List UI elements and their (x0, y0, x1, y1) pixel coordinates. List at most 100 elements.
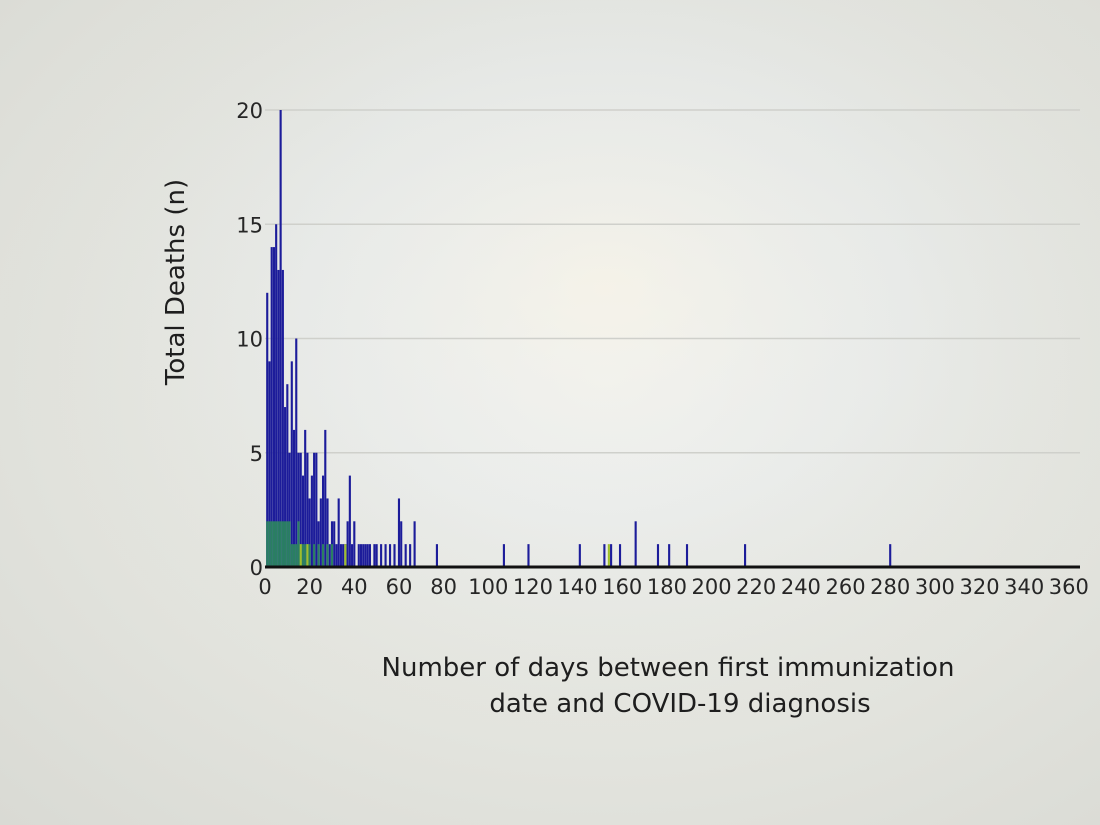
bar (344, 544, 347, 567)
bar (270, 247, 273, 567)
x-tick-label: 40 (341, 575, 368, 599)
x-tick-label: 180 (647, 575, 687, 599)
x-tick-label: 160 (602, 575, 642, 599)
bar (310, 475, 313, 567)
bar (889, 544, 892, 567)
bar (288, 521, 291, 567)
x-tick-label: 120 (513, 575, 553, 599)
y-axis-label: Total Deaths (n) (161, 179, 191, 386)
bar (284, 407, 287, 567)
bar (299, 544, 302, 567)
bar (290, 544, 293, 567)
bar (607, 544, 610, 567)
bar (368, 544, 372, 567)
bar (292, 544, 296, 567)
x-tick-label: 140 (558, 575, 598, 599)
bar (364, 544, 367, 567)
bar (685, 544, 689, 567)
y-tick-label: 0 (250, 556, 263, 580)
bar (321, 475, 325, 567)
bar (380, 544, 383, 567)
bar (618, 544, 622, 567)
bar (348, 475, 351, 567)
bar (330, 544, 334, 567)
bar (388, 544, 392, 567)
bar (297, 521, 300, 567)
bar (279, 521, 282, 567)
bar (301, 475, 305, 567)
bar (277, 269, 280, 567)
bar (272, 521, 275, 567)
bar (634, 521, 637, 567)
bar (268, 361, 271, 567)
bar (668, 544, 671, 567)
bar (299, 452, 302, 567)
bar (270, 521, 273, 567)
bar (304, 544, 307, 567)
x-tick-label: 340 (1004, 575, 1044, 599)
bar (268, 521, 271, 567)
bar (656, 544, 660, 567)
bar (337, 498, 340, 567)
bar (326, 498, 329, 567)
x-axis-label-line-2: date and COVID-19 diagnosis (489, 689, 870, 719)
bar (346, 521, 349, 567)
bar (527, 544, 530, 567)
bar (308, 498, 311, 567)
bar (304, 429, 307, 567)
bar (277, 521, 280, 567)
bar (324, 429, 327, 567)
bar (366, 544, 369, 567)
x-tick-label: 360 (1049, 575, 1089, 599)
bar (328, 544, 331, 567)
bar (397, 498, 401, 567)
bar (744, 544, 747, 567)
y-tick-labels: 0 5 10 15 20 (236, 99, 263, 580)
x-tick-label: 280 (870, 575, 910, 599)
bar (339, 544, 342, 567)
bar (342, 544, 345, 567)
bar (284, 521, 287, 567)
bar (286, 384, 289, 567)
bar (353, 521, 356, 567)
bar (281, 269, 284, 567)
bar (266, 521, 269, 567)
bar (603, 544, 606, 567)
bar (306, 452, 309, 567)
x-tick-label: 0 (258, 575, 271, 599)
bar (290, 361, 293, 567)
bar (400, 521, 403, 567)
bar (362, 544, 365, 567)
bar (351, 544, 354, 567)
x-tick-label: 60 (386, 575, 413, 599)
bar (288, 452, 291, 567)
bars (266, 110, 892, 567)
bar (286, 521, 289, 567)
bar (359, 544, 363, 567)
y-tick-label: 15 (236, 213, 263, 237)
bar (435, 544, 438, 567)
bar (301, 544, 305, 567)
bar (321, 544, 325, 567)
bar (279, 110, 282, 567)
bar (502, 544, 505, 567)
bar (266, 292, 269, 567)
x-tick-label: 300 (915, 575, 955, 599)
bar (317, 544, 320, 567)
bar (335, 544, 338, 567)
y-tick-label: 20 (236, 99, 263, 123)
bar (292, 429, 296, 567)
bar (357, 544, 360, 567)
bar (272, 247, 275, 567)
x-axis-label-line-1: Number of days between first immunizatio… (382, 653, 955, 683)
x-tick-label: 240 (781, 575, 821, 599)
bar (313, 544, 316, 567)
bar (409, 544, 412, 567)
grid-lines (265, 109, 1080, 454)
x-tick-label: 200 (692, 575, 732, 599)
bar (384, 544, 387, 567)
bar (375, 544, 378, 567)
x-tick-label: 220 (736, 575, 776, 599)
x-tick-label: 260 (826, 575, 866, 599)
